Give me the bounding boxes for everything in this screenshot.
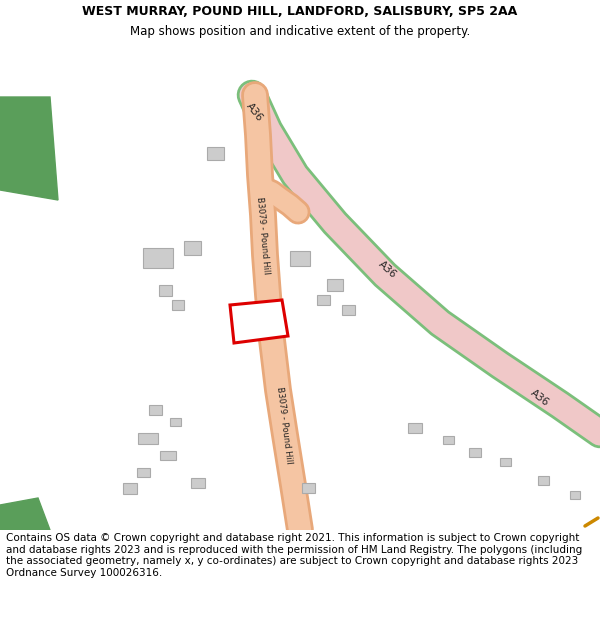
Text: WEST MURRAY, POUND HILL, LANDFORD, SALISBURY, SP5 2AA: WEST MURRAY, POUND HILL, LANDFORD, SALIS…: [82, 5, 518, 18]
FancyBboxPatch shape: [327, 279, 343, 291]
FancyBboxPatch shape: [290, 251, 310, 266]
FancyBboxPatch shape: [123, 482, 137, 494]
FancyBboxPatch shape: [149, 405, 161, 415]
FancyBboxPatch shape: [408, 423, 422, 433]
FancyBboxPatch shape: [469, 448, 481, 456]
FancyBboxPatch shape: [499, 458, 511, 466]
Text: A36: A36: [529, 388, 551, 408]
FancyBboxPatch shape: [158, 284, 172, 296]
Text: B3079 - Pound Hill: B3079 - Pound Hill: [275, 386, 293, 464]
FancyBboxPatch shape: [160, 451, 176, 459]
Text: Map shows position and indicative extent of the property.: Map shows position and indicative extent…: [130, 25, 470, 38]
FancyBboxPatch shape: [137, 468, 149, 476]
FancyBboxPatch shape: [302, 483, 314, 493]
FancyBboxPatch shape: [538, 476, 548, 484]
Polygon shape: [0, 498, 50, 530]
FancyBboxPatch shape: [143, 248, 173, 268]
FancyBboxPatch shape: [341, 305, 355, 315]
FancyBboxPatch shape: [172, 300, 184, 310]
Polygon shape: [230, 300, 288, 343]
FancyBboxPatch shape: [570, 491, 580, 499]
Text: A36: A36: [245, 101, 265, 123]
Text: Contains OS data © Crown copyright and database right 2021. This information is : Contains OS data © Crown copyright and d…: [6, 533, 582, 578]
FancyBboxPatch shape: [443, 436, 454, 444]
FancyBboxPatch shape: [184, 241, 200, 255]
FancyBboxPatch shape: [170, 418, 181, 426]
FancyBboxPatch shape: [206, 146, 223, 159]
Text: A36: A36: [377, 259, 399, 281]
FancyBboxPatch shape: [317, 295, 329, 305]
Text: B3079 - Pound Hill: B3079 - Pound Hill: [255, 196, 271, 274]
Polygon shape: [0, 97, 58, 200]
FancyBboxPatch shape: [191, 478, 205, 488]
FancyBboxPatch shape: [138, 432, 158, 444]
